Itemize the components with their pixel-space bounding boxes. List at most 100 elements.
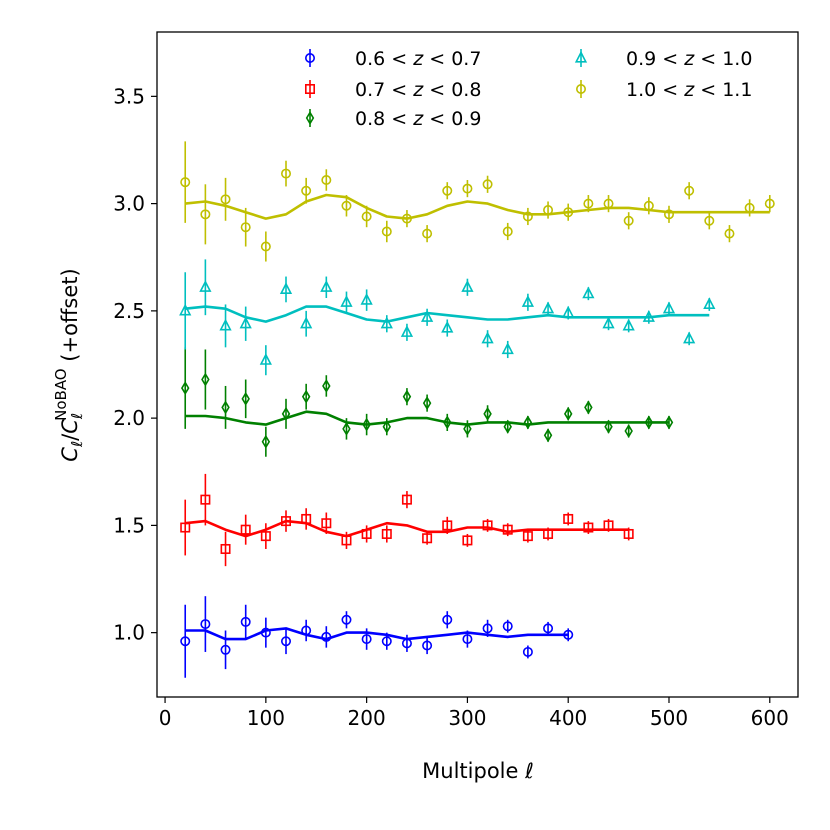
data-point	[541, 301, 555, 314]
data-point	[462, 535, 473, 546]
data-point	[239, 316, 252, 329]
data-point	[462, 183, 473, 194]
data-point	[543, 428, 553, 443]
data-point	[462, 634, 473, 645]
data-point	[441, 320, 454, 333]
data-point	[583, 198, 594, 209]
data-point	[179, 303, 192, 316]
data-point	[200, 619, 211, 630]
series-4	[179, 259, 716, 376]
data-point	[340, 295, 353, 307]
x-axis-label: Multipole ℓ	[422, 759, 534, 783]
model-line-3	[185, 410, 669, 426]
data-point	[219, 318, 232, 331]
data-point	[502, 524, 513, 535]
legend-label: 1.0 < z < 1.1	[626, 79, 752, 101]
data-point	[361, 211, 372, 222]
data-point	[724, 228, 735, 239]
data-point	[321, 631, 332, 642]
data-point	[381, 636, 392, 647]
legend-entry-4: 0.9 < z < 1.0	[574, 48, 752, 70]
data-point	[281, 406, 291, 421]
data-point	[301, 185, 312, 196]
data-point	[663, 209, 674, 220]
data-point	[563, 207, 574, 218]
data-point	[602, 316, 615, 329]
data-point	[180, 177, 191, 188]
data-point	[664, 415, 674, 430]
data-point	[400, 325, 414, 337]
data-point	[481, 331, 494, 344]
x-tick-label: 100	[247, 706, 285, 730]
legend-label: 0.8 < z < 0.9	[355, 108, 481, 130]
data-point	[281, 636, 292, 647]
data-point	[523, 415, 533, 430]
data-point	[624, 423, 633, 439]
data-point	[623, 528, 634, 539]
data-point	[221, 400, 230, 415]
data-point	[300, 316, 313, 329]
data-point	[321, 175, 332, 186]
data-point	[220, 644, 231, 655]
data-point	[261, 434, 271, 449]
data-point	[301, 625, 312, 636]
data-point	[240, 524, 251, 535]
data-point	[381, 226, 392, 237]
data-point	[281, 516, 292, 527]
data-point	[199, 280, 212, 292]
data-point	[744, 202, 755, 213]
x-tick-label: 300	[448, 706, 486, 730]
legend-label: 0.7 < z < 0.8	[355, 79, 481, 101]
data-point	[321, 518, 332, 529]
data-point	[361, 634, 372, 645]
data-point	[584, 400, 593, 415]
data-point	[563, 629, 574, 640]
data-point	[622, 318, 635, 331]
data-point	[521, 295, 535, 307]
data-point	[643, 200, 654, 211]
data-point	[662, 301, 676, 314]
series-3	[180, 347, 674, 457]
data-point	[501, 342, 514, 355]
data-point	[502, 226, 513, 237]
data-point	[422, 640, 433, 651]
data-point	[482, 623, 493, 634]
data-point	[342, 421, 351, 436]
data-point	[522, 646, 533, 657]
data-point	[240, 222, 251, 233]
x-tick-label: 600	[751, 706, 789, 730]
data-point	[563, 406, 573, 421]
data-point	[422, 396, 432, 411]
data-point	[704, 215, 715, 226]
data-point	[703, 297, 716, 310]
data-point	[180, 381, 190, 396]
data-point	[603, 520, 614, 531]
x-tick-label: 0	[159, 706, 172, 730]
x-tick-label: 200	[348, 706, 386, 730]
data-point	[522, 531, 533, 542]
data-point	[401, 494, 412, 505]
legend-marker	[304, 84, 315, 95]
data-point	[764, 198, 775, 209]
y-axis-label: Cℓ/CℓNoBAO (+offset)	[52, 268, 86, 461]
data-point	[200, 494, 211, 505]
legend-marker	[305, 110, 315, 126]
data-point	[200, 209, 211, 220]
y-tick-label: 3.5	[113, 84, 145, 108]
data-point	[442, 614, 453, 625]
data-point	[563, 513, 574, 524]
data-point	[220, 194, 231, 205]
y-tick-label: 2.0	[113, 406, 145, 430]
ticks: 0 100 200 300 400 500 600 1.0 1.5 2.0 2.5 3.0 3.5	[113, 84, 789, 730]
data-point	[442, 520, 453, 531]
data-point	[260, 627, 271, 638]
data-point	[401, 213, 412, 224]
model-line-2	[185, 519, 629, 538]
data-point	[180, 522, 191, 533]
data-point	[362, 417, 371, 432]
legend-label: 0.9 < z < 1.0	[626, 48, 752, 70]
data-point	[684, 185, 695, 196]
data-point	[281, 168, 292, 179]
legend-entry-2: 0.7 < z < 0.8	[304, 79, 481, 101]
data-point	[180, 636, 191, 647]
